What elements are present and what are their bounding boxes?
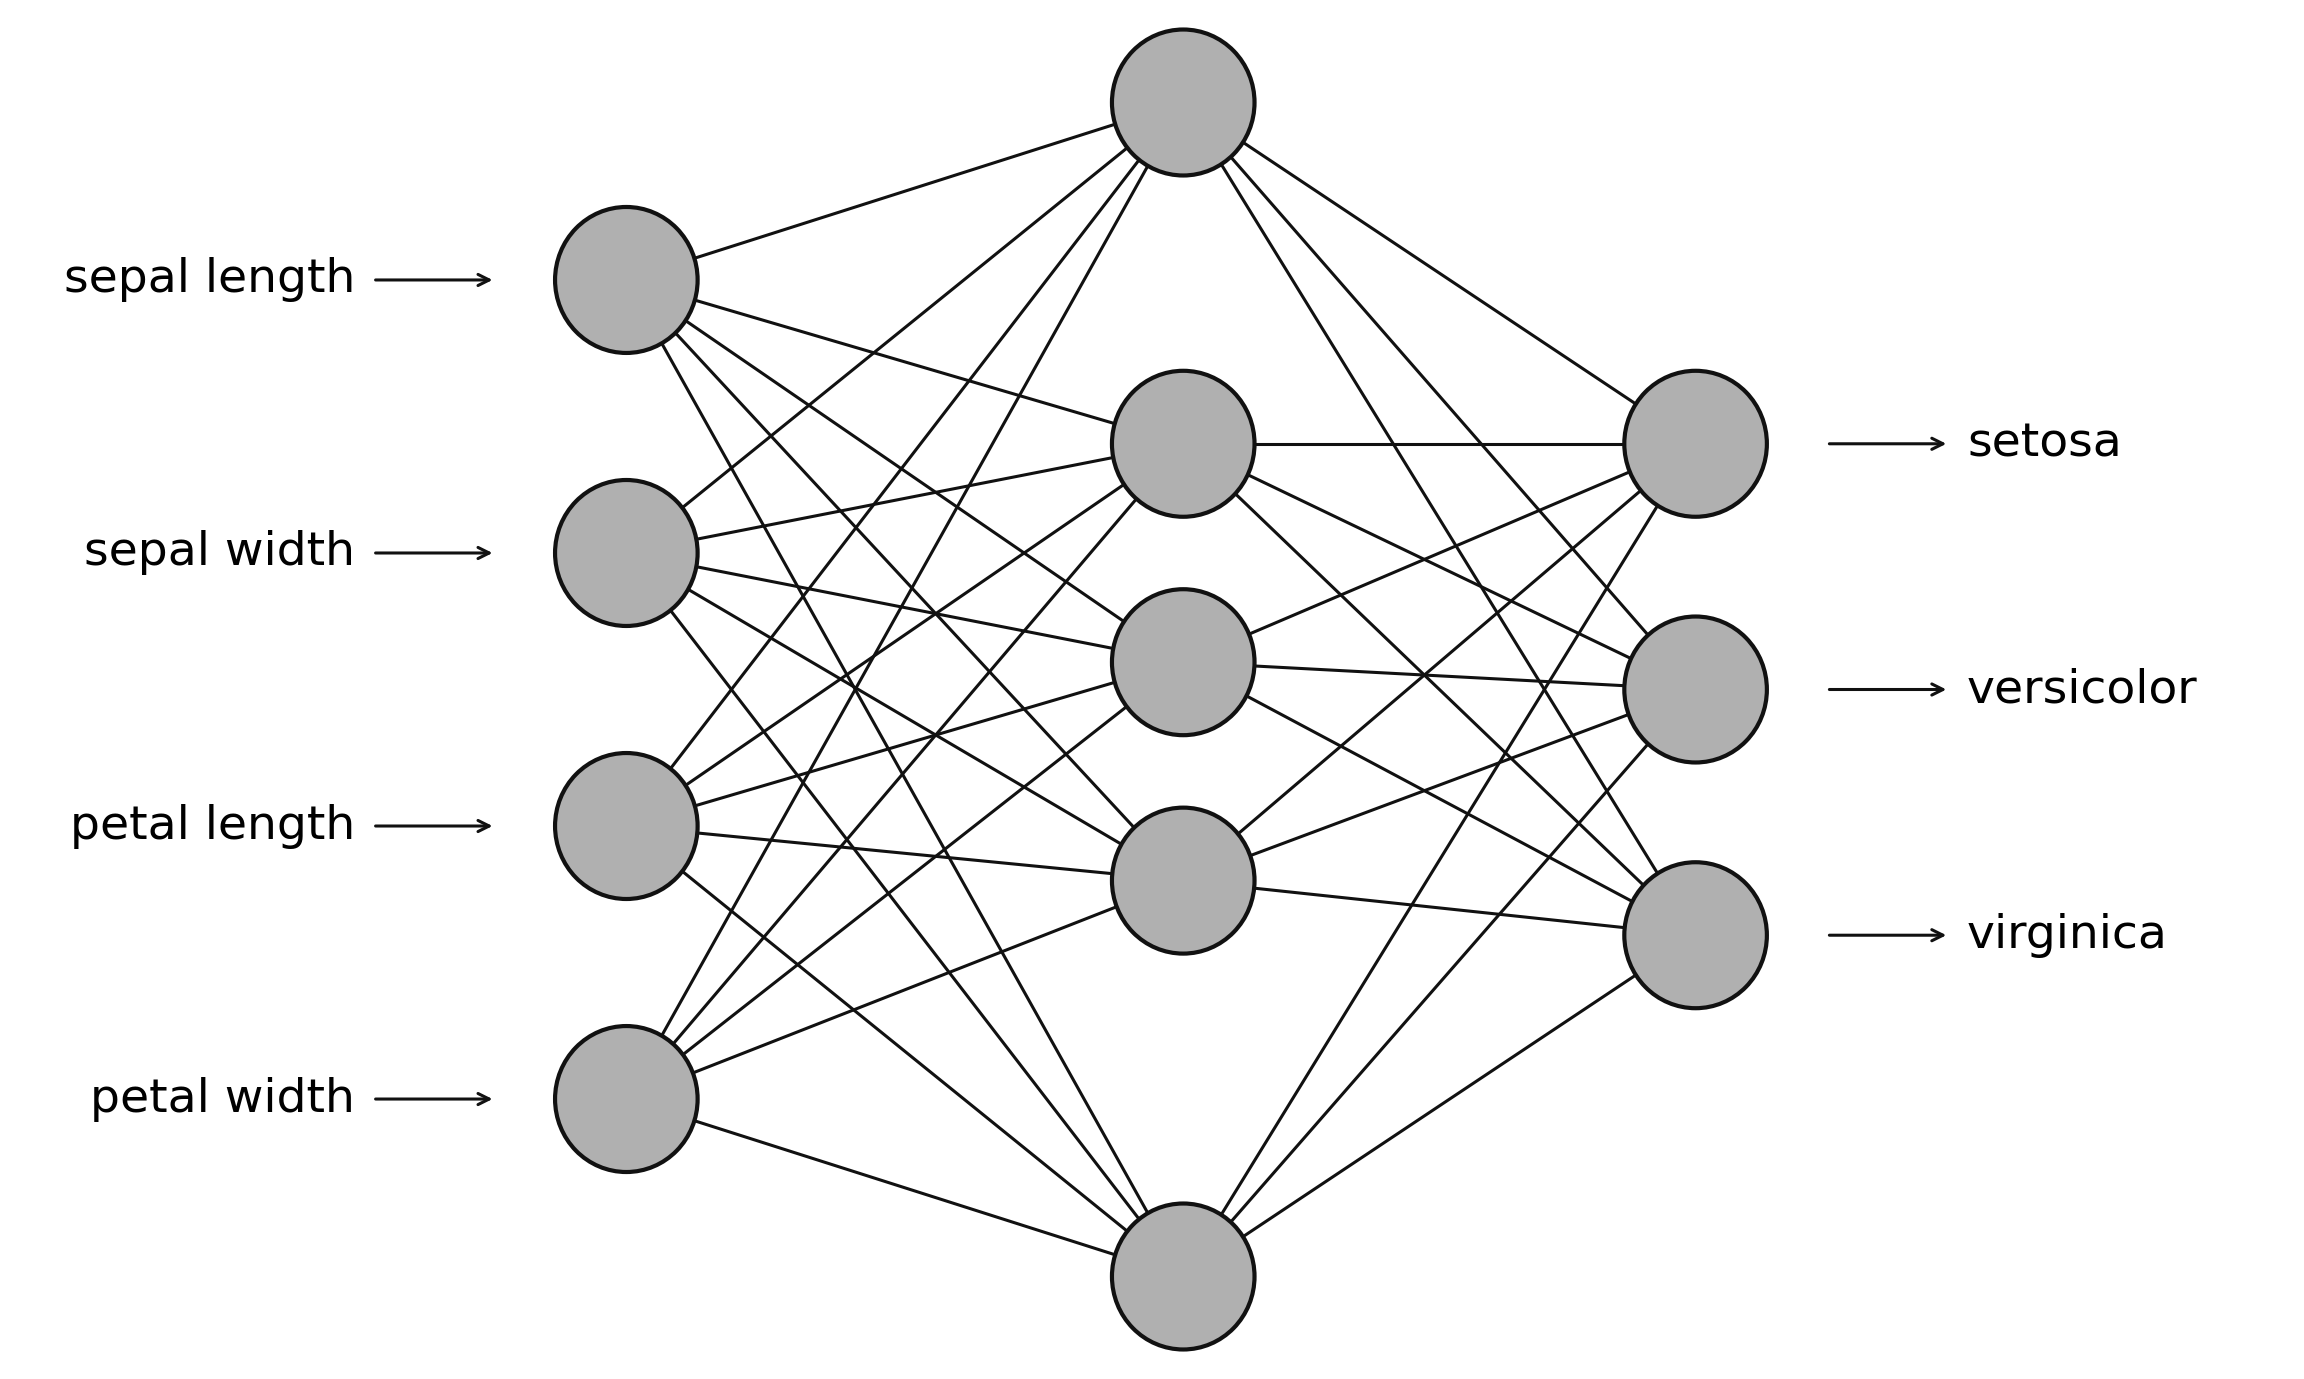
Ellipse shape [1113,808,1253,954]
Ellipse shape [1624,616,1767,763]
Text: sepal length: sepal length [65,258,355,302]
Ellipse shape [555,207,698,353]
Text: sepal width: sepal width [83,531,355,575]
Ellipse shape [555,480,698,626]
Text: setosa: setosa [1968,421,2122,466]
Ellipse shape [555,1026,698,1172]
Ellipse shape [1624,371,1767,517]
Text: petal width: petal width [90,1077,355,1121]
Ellipse shape [1624,862,1767,1008]
Ellipse shape [1113,589,1253,735]
Ellipse shape [1113,371,1253,517]
Ellipse shape [1113,29,1253,175]
Ellipse shape [555,753,698,899]
Text: virginica: virginica [1968,913,2168,958]
Text: petal length: petal length [69,804,355,848]
Text: versicolor: versicolor [1968,667,2198,712]
Ellipse shape [1113,1204,1253,1350]
